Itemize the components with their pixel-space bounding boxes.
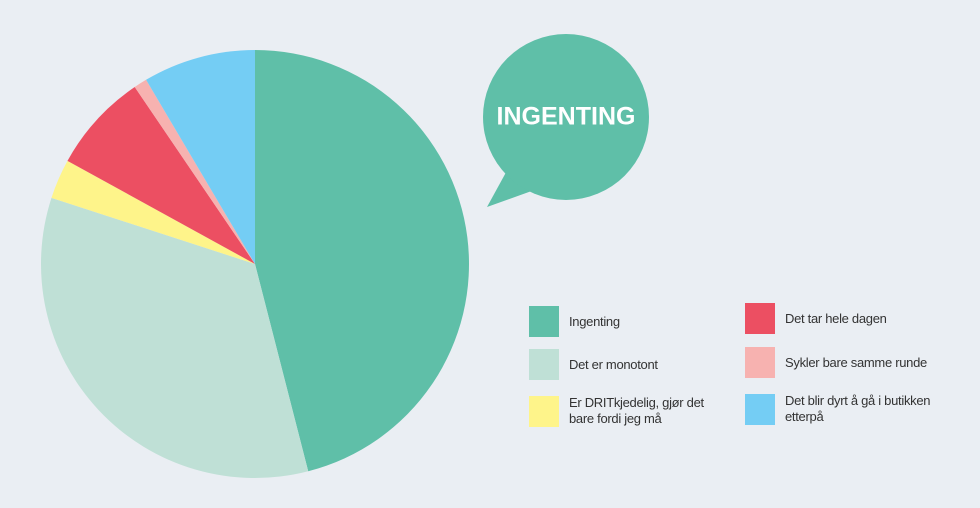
legend-swatch (745, 303, 775, 334)
legend-label: Det blir dyrt å gå i butikken etterpå (785, 393, 931, 424)
pie-slice (67, 87, 255, 264)
legend-item: Det tar hele dagen (745, 303, 945, 334)
legend-item: Det er monotont (529, 349, 729, 380)
legend-item: Det blir dyrt å gå i butikken etterpå (745, 393, 945, 425)
legend-item: Sykler bare samme runde (745, 347, 945, 378)
legend-label: Er DRITkjedelig, gjør det bare fordi jeg… (569, 395, 704, 426)
legend-label: Sykler bare samme runde (785, 354, 927, 370)
pie-slice (255, 50, 469, 472)
bubble-text: INGENTING (497, 103, 636, 131)
legend-label: Ingenting (569, 313, 620, 329)
legend-swatch (529, 395, 559, 427)
legend-label: Det er monotont (569, 356, 658, 372)
legend-swatch (745, 347, 775, 378)
pie-slice (41, 197, 309, 478)
legend-swatch (529, 349, 559, 380)
bubble (483, 34, 649, 200)
pie-slice (146, 50, 255, 264)
pie-slice (51, 160, 255, 264)
legend-item: Er DRITkjedelig, gjør det bare fordi jeg… (529, 395, 729, 427)
speech-bubble: INGENTING (483, 34, 649, 207)
legend-item: Ingenting (529, 306, 729, 337)
bubble-tail (487, 165, 540, 207)
pie-slice (134, 79, 255, 264)
legend-swatch (745, 393, 775, 425)
legend-label: Det tar hele dagen (785, 310, 887, 326)
legend-swatch (529, 306, 559, 337)
